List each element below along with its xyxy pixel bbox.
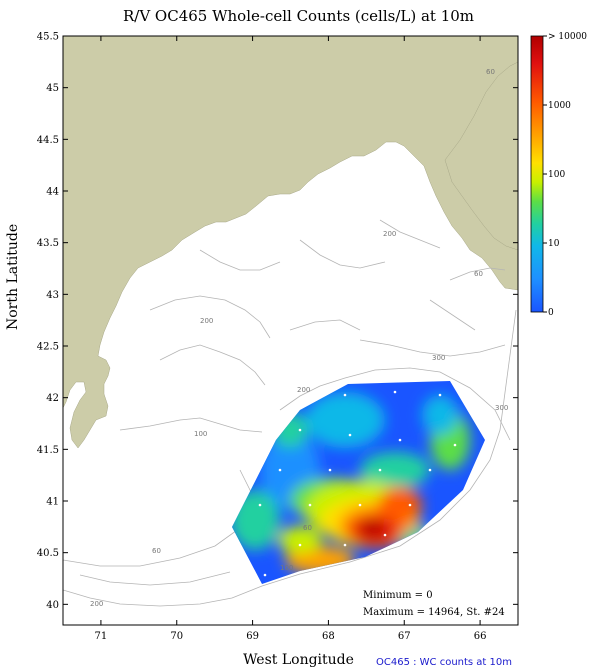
y-tick-label: 43 — [46, 290, 59, 301]
bathymetry-contours — [63, 219, 517, 607]
contour-label: 200 — [200, 317, 213, 325]
x-tick-label: 70 — [170, 631, 183, 642]
colorbar — [530, 35, 544, 313]
x-tick-label: 68 — [322, 631, 335, 642]
colorbar-label: 1000 — [548, 101, 571, 111]
y-tick-label: 44 — [46, 187, 59, 198]
maximum-label: Maximum = 14964, St. #24 — [363, 607, 505, 618]
y-tick-label: 41 — [46, 497, 59, 508]
y-tick-label: 45.5 — [37, 32, 59, 43]
station-markers — [258, 390, 457, 577]
colorbar-label: 10 — [548, 239, 560, 249]
x-tick-label: 66 — [474, 631, 487, 642]
land-mass — [63, 36, 518, 449]
x-tick-label: 69 — [246, 631, 259, 642]
contour-label: 200 — [90, 600, 103, 608]
y-tick-label: 40 — [46, 600, 59, 611]
map-title: R/V OC465 Whole-cell Counts (cells/L) at… — [122, 7, 475, 25]
y-tick-label: 45 — [46, 83, 59, 94]
y-tick-label: 41.5 — [37, 445, 59, 456]
contour-label: 60 — [303, 524, 312, 532]
contour-label: 200 — [383, 230, 396, 238]
contour-label: 60 — [152, 547, 161, 555]
y-tick-label: 42.5 — [37, 342, 59, 353]
y-tick-label: 43.5 — [37, 238, 59, 249]
x-axis-label: West Longitude — [243, 652, 354, 668]
contour-labels: 60 200 60 200 300 300 200 100 60 100 60 … — [90, 68, 508, 608]
x-tick-label: 71 — [95, 631, 108, 642]
footer-caption: OC465 : WC counts at 10m — [375, 657, 512, 668]
colorbar-label: > 10000 — [548, 32, 587, 42]
contour-label: 300 — [432, 354, 445, 362]
x-tick-label: 67 — [398, 631, 411, 642]
minimum-label: Minimum = 0 — [363, 590, 433, 601]
plot-frame — [62, 35, 519, 626]
land-nova-scotia — [444, 61, 518, 251]
contour-label: 60 — [486, 68, 495, 76]
contour-label: 300 — [495, 404, 508, 412]
contour-label: 200 — [297, 386, 310, 394]
y-tick-label: 44.5 — [37, 135, 59, 146]
contour-label: 100 — [194, 430, 207, 438]
y-tick-label: 42 — [46, 393, 59, 404]
y-tick-label: 40.5 — [37, 548, 59, 559]
colorbar-label: 0 — [548, 308, 554, 318]
y-axis-label: North Latitude — [5, 223, 21, 330]
contour-label: 100 — [280, 564, 293, 572]
colorbar-label: 100 — [548, 170, 565, 180]
contour-label: 60 — [474, 270, 483, 278]
